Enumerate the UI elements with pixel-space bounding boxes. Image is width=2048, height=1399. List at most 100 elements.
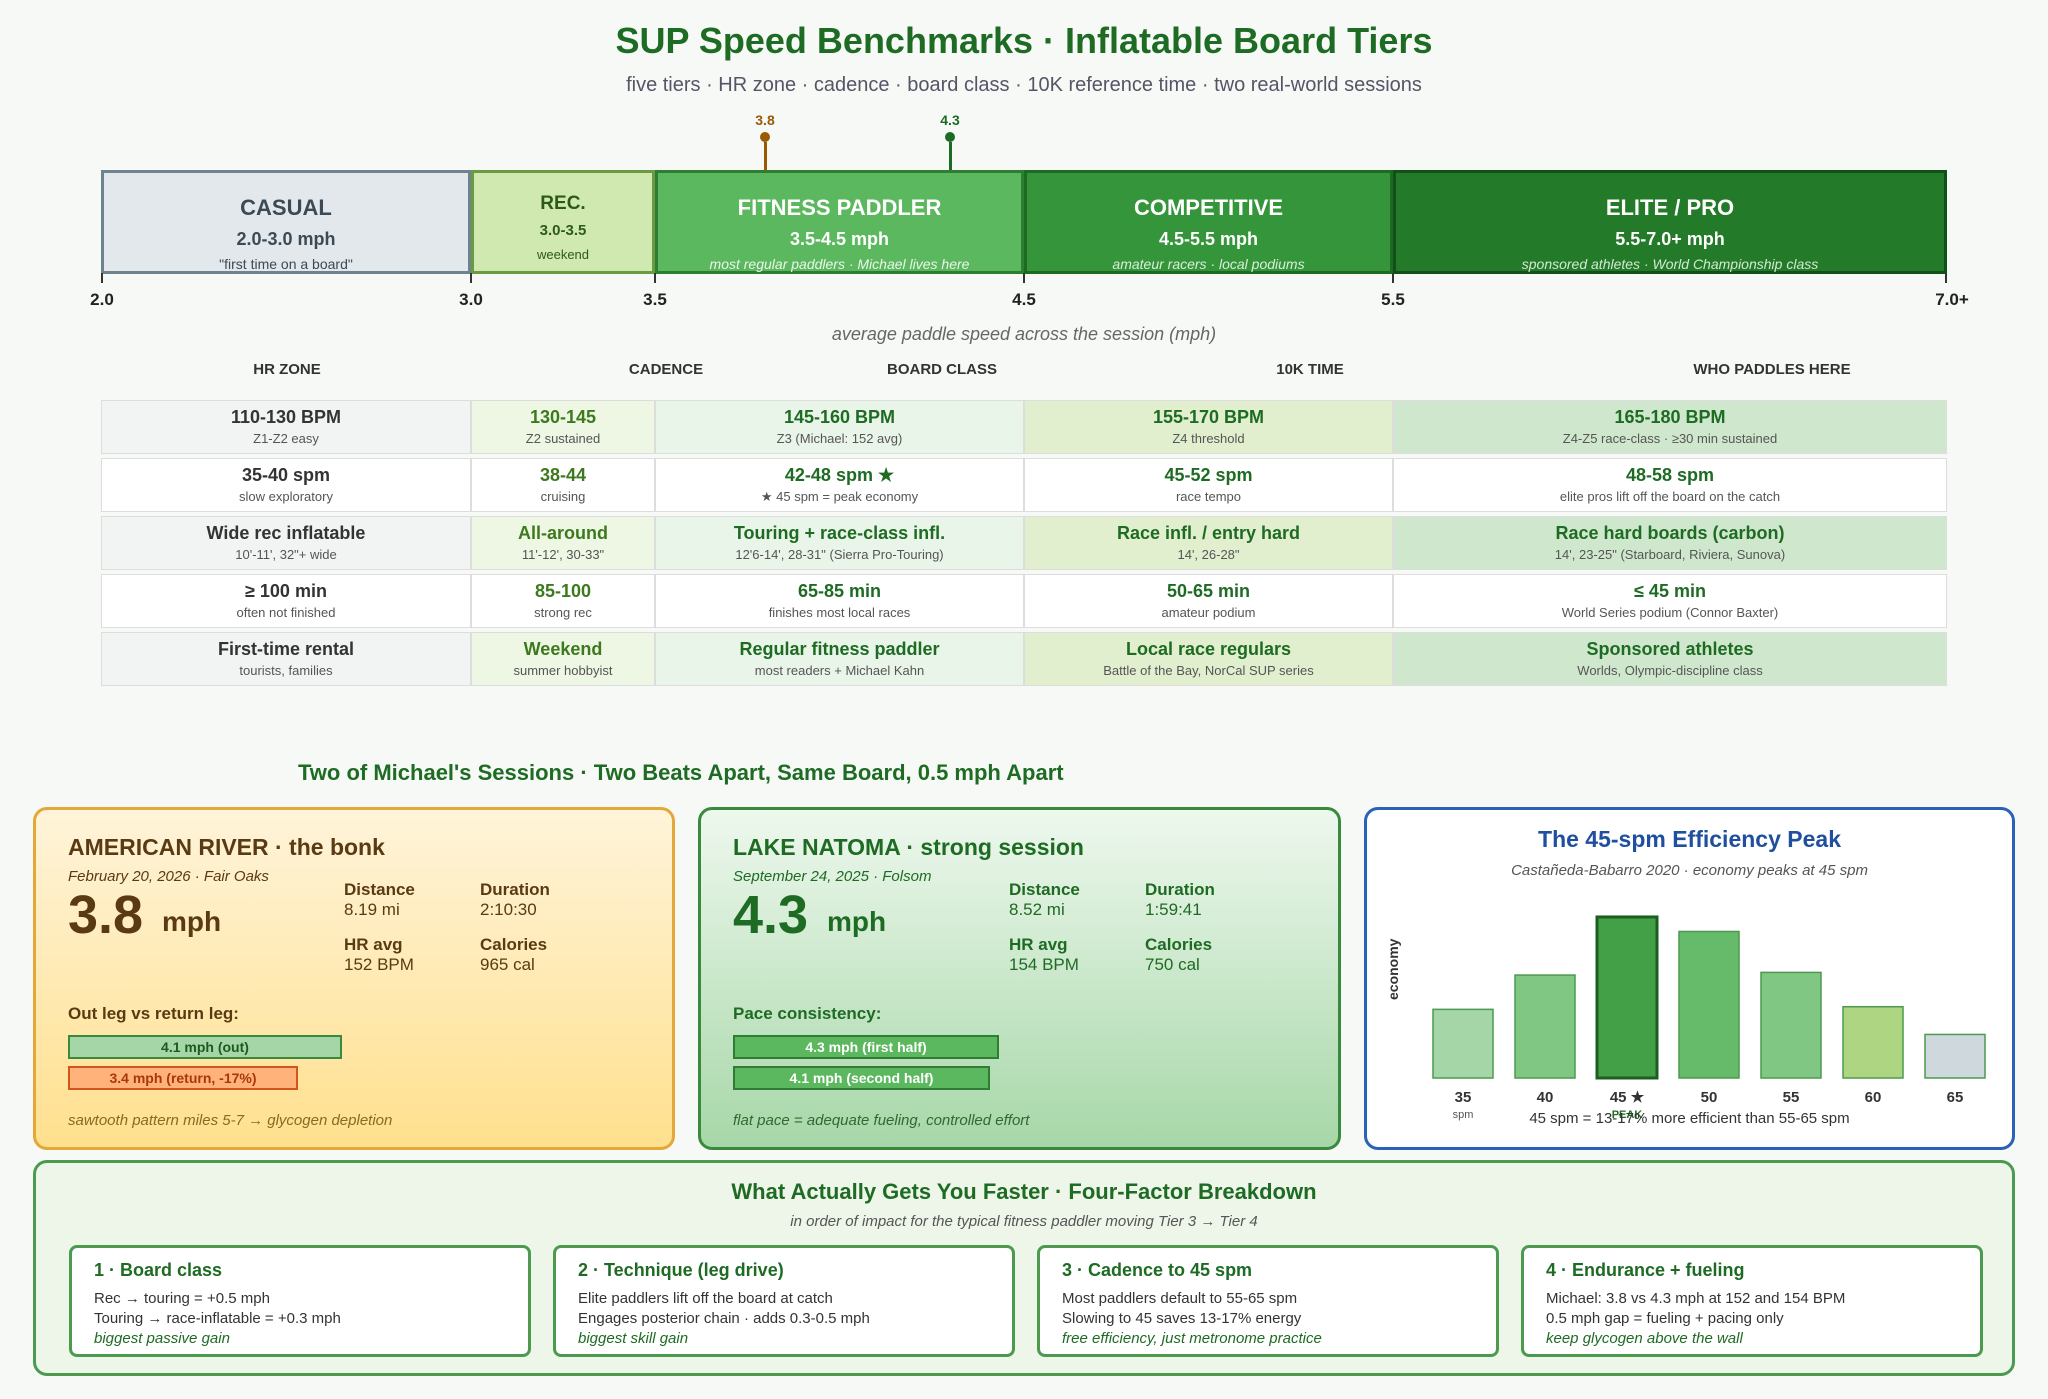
table-cell-10k-time: 85-100 strong rec — [471, 574, 655, 628]
column-header-10k-time: 10K TIME — [1276, 361, 1344, 378]
axis-tick — [1945, 273, 1947, 283]
table-cell-hr-zone: 155-170 BPM Z4 threshold — [1024, 400, 1393, 454]
cell-main: 155-170 BPM — [1152, 407, 1265, 427]
session-date: February 20, 2026 · Fair Oaks — [68, 868, 269, 885]
cell-sub: Z2 sustained — [525, 431, 601, 446]
factor-line: Michael: 3.8 vs 4.3 mph at 152 and 154 B… — [1546, 1290, 1846, 1307]
chart-title: The 45-spm Efficiency Peak — [1538, 826, 1841, 852]
cell-main: 45-52 spm — [1164, 465, 1253, 485]
cell-sub: ★ 45 spm = peak economy — [760, 489, 919, 504]
x-tick-label: 35 — [1455, 1089, 1472, 1106]
cell-main: 42-48 spm ★ — [784, 465, 895, 485]
cell-sub: summer hobbyist — [513, 663, 613, 678]
session-speed: 4.3 — [733, 885, 809, 945]
hr-label: HR avg — [1009, 935, 1068, 954]
tier-note: sponsored athletes · World Championship … — [1521, 256, 1819, 272]
table-cell-board-class: Race hard boards (carbon) 14', 23-25" (St… — [1393, 516, 1947, 570]
factor-line: Most paddlers default to 55-65 spm — [1062, 1290, 1298, 1307]
x-tick-label: 40 — [1537, 1089, 1554, 1106]
axis-tick-label: 3.5 — [643, 290, 667, 309]
hr-label: HR avg — [344, 935, 403, 954]
cell-sub: Z4-Z5 race-class · ≥30 min sustained — [1562, 431, 1778, 446]
tier-note: weekend — [536, 247, 590, 262]
cell-sub: Battle of the Bay, NorCal SUP series — [1103, 663, 1314, 678]
calories-label: Calories — [480, 935, 548, 954]
axis-tick — [1023, 273, 1025, 283]
cell-sub: most readers + Michael Kahn — [754, 663, 925, 678]
cell-sub: World Series podium (Connor Baxter) — [1561, 605, 1779, 620]
distance-label: Distance — [344, 880, 415, 899]
cell-main: Touring + race-class infl. — [733, 523, 946, 543]
factor-note: biggest passive gain — [94, 1330, 230, 1347]
table-cell-cadence: 48-58 spm elite pros lift off the board o… — [1393, 458, 1947, 512]
cell-sub: race tempo — [1175, 489, 1242, 504]
cell-main: 50-65 min — [1166, 581, 1251, 601]
factor-note: biggest skill gain — [578, 1330, 689, 1347]
axis-tick-label: 3.0 — [459, 290, 483, 309]
hr-value: 152 BPM — [344, 955, 414, 974]
session-card-lake-natoma: LAKE NATOMA · strong session September 2… — [698, 807, 1341, 1150]
session-card-american-river: AMERICAN RIVER · the bonk February 20, 2… — [33, 807, 675, 1150]
efficiency-bar-chart: 35 40 45 ★ 50 55 60 65 spm PEAK — [1432, 915, 1986, 1121]
cell-main: Regular fitness paddler — [739, 639, 940, 659]
session-speed: 3.8 — [68, 885, 144, 945]
calories-value: 965 cal — [480, 955, 535, 974]
x-unit-label: spm — [1453, 1109, 1474, 1121]
cell-main: 35-40 spm — [241, 465, 331, 485]
tier-note: "first time on a board" — [219, 256, 353, 272]
cell-sub: 14', 26-28" — [1177, 547, 1240, 562]
table-cell-board-class: Touring + race-class infl. 12'6-14', 28-3… — [655, 516, 1024, 570]
axis-tick-label: 4.5 — [1012, 290, 1036, 309]
cell-sub: often not finished — [236, 605, 336, 620]
session-heading: LAKE NATOMA · strong session — [733, 834, 1084, 860]
factor-line: Slowing to 45 saves 13-17% energy — [1062, 1310, 1302, 1327]
factor-line: Engages posterior chain · adds 0.3-0.5 m… — [578, 1310, 870, 1327]
factor-title: 1 · Board class — [94, 1260, 223, 1280]
cell-sub: Z4 threshold — [1172, 431, 1245, 446]
cell-main: Sponsored athletes — [1586, 639, 1754, 659]
axis-tick-label: 2.0 — [90, 290, 114, 309]
table-cell-board-class: Race infl. / entry hard 14', 26-28" — [1024, 516, 1393, 570]
x-tick-label: 55 — [1783, 1089, 1800, 1106]
factor-line: Rec → touring = +0.5 mph — [94, 1290, 270, 1307]
factors-title: What Actually Gets You Faster · Four-Fac… — [731, 1179, 1317, 1204]
page-title: SUP Speed Benchmarks · Inflatable Board … — [615, 20, 1433, 61]
cell-sub: Worlds, Olympic-discipline class — [1577, 663, 1763, 678]
session-footer: sawtooth pattern miles 5-7 → glycogen de… — [68, 1112, 393, 1129]
column-header-who-paddles: WHO PADDLES HERE — [1693, 361, 1851, 378]
factor-technique: 2 · Technique (leg drive) Elite paddlers… — [553, 1245, 1015, 1357]
bar-40-spm — [1514, 974, 1576, 1079]
bar-65-spm — [1924, 1033, 1986, 1079]
factor-note: keep glycogen above the wall — [1546, 1330, 1743, 1347]
tier-fitness-paddler: FITNESS PADDLER 3.5-4.5 mph most regular… — [655, 170, 1024, 274]
tier-competitive: COMPETITIVE 4.5-5.5 mph amateur racers ·… — [1024, 170, 1393, 274]
marker-stem — [763, 142, 767, 170]
factor-note: free efficiency, just metronome practice — [1062, 1330, 1322, 1347]
tier-range: 3.5-4.5 mph — [789, 229, 890, 249]
bar-60-spm — [1842, 1005, 1904, 1079]
chart-subtitle: Castañeda-Babarro 2020 · economy peaks a… — [1511, 862, 1868, 879]
axis-tick — [654, 273, 656, 283]
return-leg-bar: 3.4 mph (return, -17%) — [68, 1066, 298, 1090]
axis-tick — [1392, 273, 1394, 283]
legs-label: Out leg vs return leg: — [68, 1004, 239, 1023]
marker-label: 4.3 — [940, 112, 960, 128]
cell-main: Race infl. / entry hard — [1116, 523, 1301, 543]
tier-name: CASUAL — [240, 195, 332, 220]
calories-value: 750 cal — [1145, 955, 1200, 974]
x-tick-label: 50 — [1701, 1089, 1718, 1106]
tier-range: 5.5-7.0+ mph — [1615, 229, 1725, 249]
marker-label: 3.8 — [755, 112, 775, 128]
cell-main: 165-180 BPM — [1614, 407, 1726, 427]
factor-line: Elite paddlers lift off the board at cat… — [578, 1290, 833, 1307]
duration-value: 1:59:41 — [1145, 900, 1202, 919]
table-cell-10k-time: 50-65 min amateur podium — [1024, 574, 1393, 628]
tier-note: amateur racers · local podiums — [1112, 256, 1305, 272]
peak-label: PEAK — [1612, 1109, 1643, 1121]
cell-sub: cruising — [540, 489, 586, 504]
distance-value: 8.19 mi — [344, 900, 400, 919]
cell-sub: tourists, families — [239, 663, 333, 678]
factor-endurance-fueling: 4 · Endurance + fueling Michael: 3.8 vs … — [1521, 1245, 1983, 1357]
factor-title: 2 · Technique (leg drive) — [578, 1260, 784, 1280]
cell-main: 145-160 BPM — [783, 407, 896, 427]
